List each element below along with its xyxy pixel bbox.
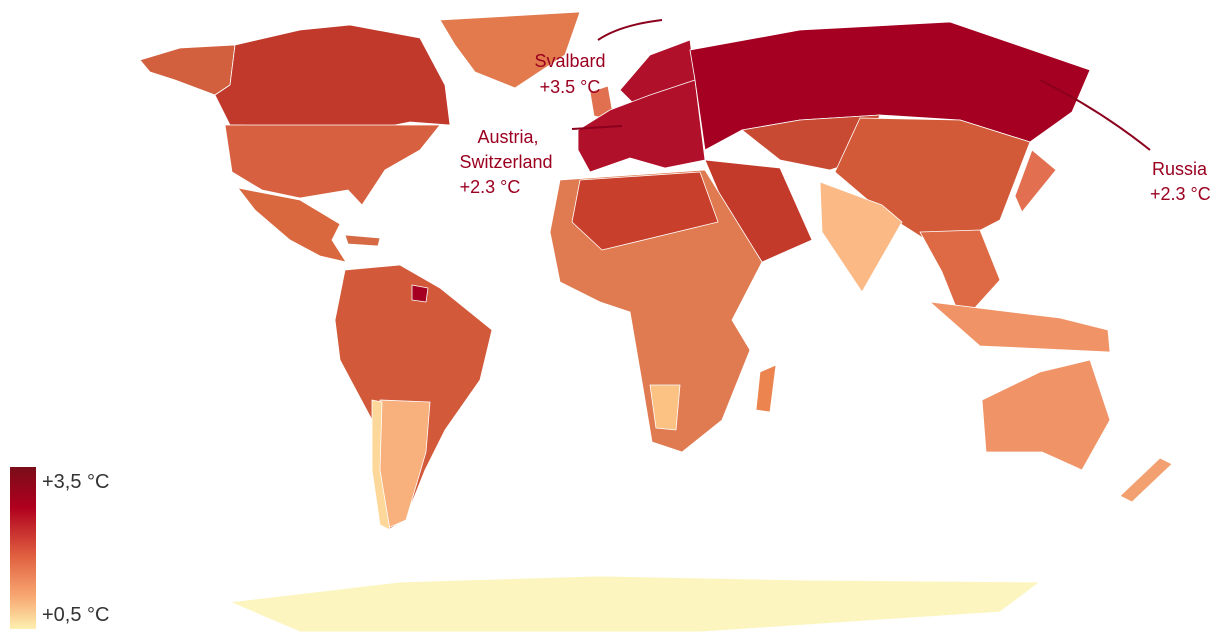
annotations: Svalbard +3.5 °C Austria, Switzerland +2… bbox=[459, 19, 1211, 204]
europe bbox=[577, 79, 706, 173]
sahara bbox=[571, 171, 719, 251]
south-america bbox=[334, 264, 493, 531]
annotation-text: +2.3 °C bbox=[460, 177, 521, 197]
antarctica bbox=[229, 575, 1041, 633]
usa bbox=[224, 124, 441, 206]
color-scale bbox=[10, 467, 36, 629]
new-zealand bbox=[1119, 457, 1173, 503]
caribbean bbox=[344, 234, 381, 247]
mexico bbox=[237, 187, 347, 263]
annotation-text: Switzerland bbox=[459, 152, 552, 172]
chile bbox=[371, 399, 391, 531]
japan bbox=[1014, 149, 1057, 213]
argentina bbox=[379, 399, 431, 529]
canada bbox=[214, 24, 451, 129]
annotation-text: Russia bbox=[1152, 159, 1208, 179]
legend-max-label: +3,5 °C bbox=[42, 471, 109, 493]
annotation-text: +3.5 °C bbox=[540, 77, 601, 97]
greenland bbox=[439, 11, 581, 89]
austria-leader bbox=[571, 125, 623, 130]
countries bbox=[139, 11, 1173, 633]
annotation-text: Svalbard bbox=[534, 51, 605, 71]
legend: +3,5 °C +0,5 °C bbox=[10, 467, 109, 629]
indonesia bbox=[929, 301, 1111, 353]
madagascar bbox=[755, 364, 777, 413]
annotation-text: Austria, bbox=[477, 127, 538, 147]
svalbard-leader bbox=[597, 19, 663, 41]
australia bbox=[981, 359, 1111, 471]
alaska bbox=[139, 44, 236, 96]
legend-min-label: +0,5 °C bbox=[42, 604, 109, 626]
annotation-text: +2.3 °C bbox=[1150, 184, 1211, 204]
russia-leader bbox=[1039, 79, 1151, 151]
southeast-asia bbox=[919, 229, 1001, 323]
southern-africa bbox=[649, 384, 681, 431]
guiana bbox=[411, 284, 429, 303]
india bbox=[819, 181, 903, 293]
